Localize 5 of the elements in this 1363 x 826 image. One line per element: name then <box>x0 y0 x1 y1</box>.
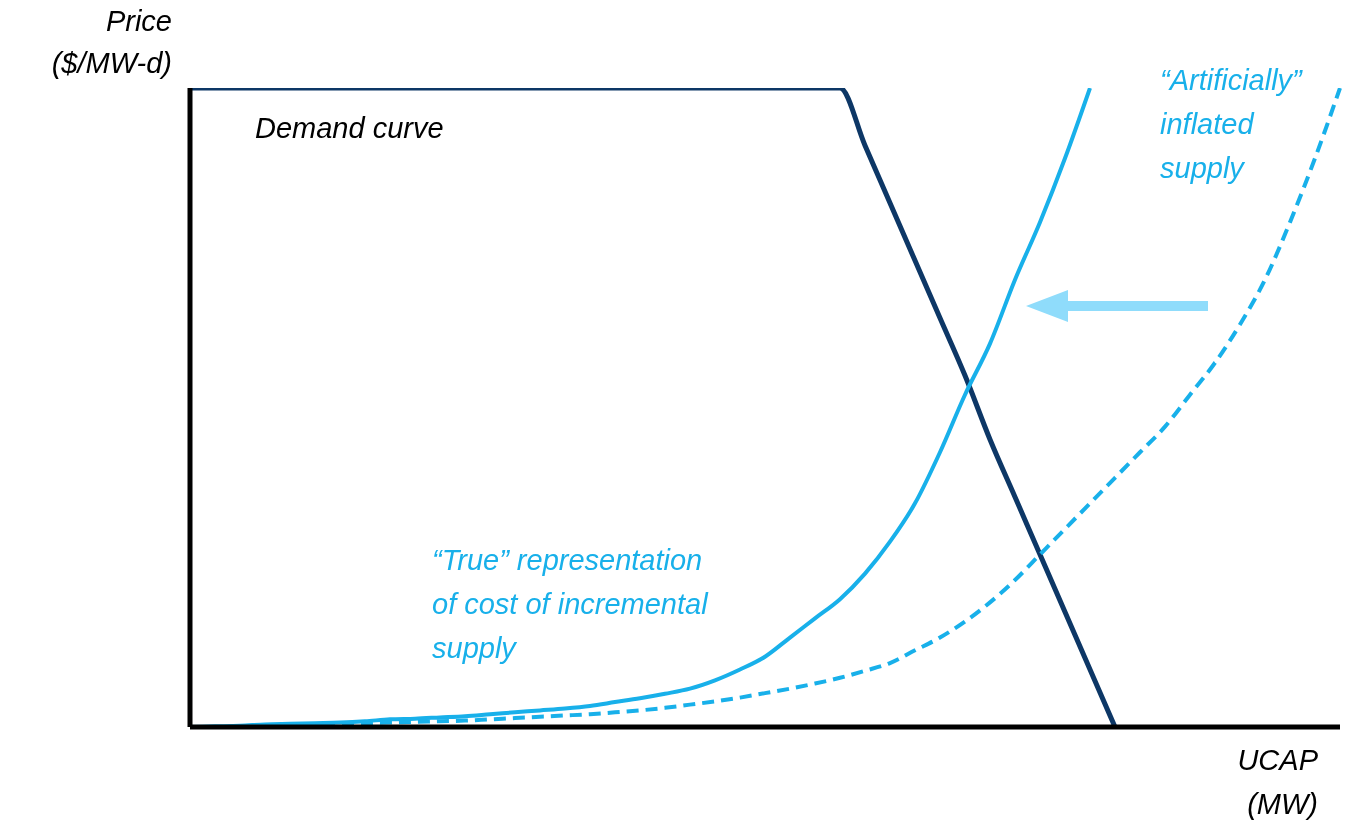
y-axis-title: Price ($/MW-d) <box>50 4 172 81</box>
series-label: “True” representation of cost of incremental supply <box>432 543 708 666</box>
series-label: Demand curve <box>255 111 444 146</box>
series-label: “Artificially” inflated supply <box>1160 63 1302 186</box>
x-axis-title: UCAP (MW) <box>1236 743 1318 822</box>
